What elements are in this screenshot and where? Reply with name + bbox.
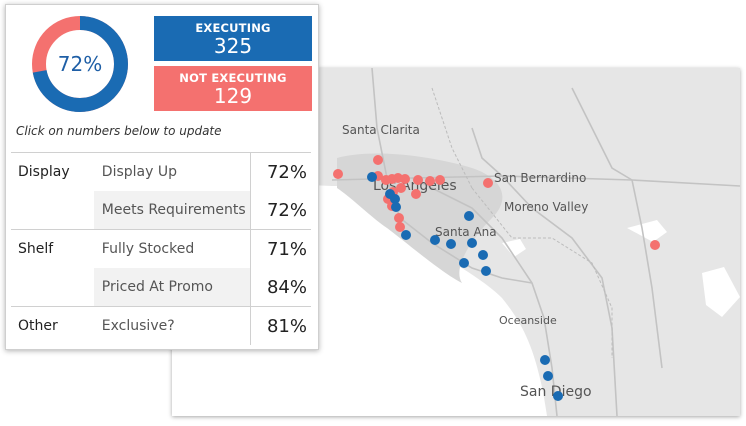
store-marker-not-executing[interactable] [333, 169, 343, 179]
metrics-table: Display Display Up 72% Meets Requirement… [11, 152, 311, 345]
store-marker-executing[interactable] [540, 355, 550, 365]
store-marker-not-executing[interactable] [483, 178, 493, 188]
store-marker-executing[interactable] [481, 266, 491, 276]
city-label: Santa Ana [435, 225, 497, 239]
metric-name: Fully Stocked [93, 229, 251, 268]
store-marker-not-executing[interactable] [435, 175, 445, 185]
metric-group: Shelf [11, 229, 94, 268]
store-marker-executing[interactable] [391, 202, 401, 212]
store-marker-not-executing[interactable] [425, 176, 435, 186]
table-row: Other Exclusive? 81% [11, 306, 311, 345]
store-marker-executing[interactable] [459, 258, 469, 268]
store-marker-not-executing[interactable] [395, 222, 405, 232]
city-label: Oceanside [499, 314, 557, 327]
lake-shape [502, 239, 526, 257]
metric-group [11, 268, 94, 307]
not-executing-count: 129 [213, 84, 253, 108]
store-marker-executing[interactable] [543, 371, 553, 381]
metric-value[interactable]: 72% [250, 152, 311, 191]
metric-value[interactable]: 71% [250, 229, 311, 268]
executing-count: 325 [213, 34, 253, 58]
metric-value[interactable]: 81% [250, 306, 311, 345]
store-marker-executing[interactable] [367, 172, 377, 182]
execution-donut-chart[interactable] [30, 14, 130, 114]
city-label: Santa Clarita [342, 123, 420, 137]
metric-name: Exclusive? [93, 306, 251, 345]
executing-count-box[interactable]: EXECUTING 325 [154, 16, 312, 61]
store-marker-executing[interactable] [464, 211, 474, 221]
metric-value[interactable]: 84% [250, 268, 311, 307]
store-map[interactable]: Santa Clarita Los Angeles San Bernardino… [172, 68, 740, 416]
metric-group: Other [11, 306, 94, 345]
metric-group [11, 191, 94, 230]
executing-stores [367, 172, 563, 401]
executing-label: EXECUTING [195, 21, 271, 35]
county-borders [431, 87, 613, 358]
metric-name: Priced At Promo [93, 268, 251, 307]
store-marker-executing[interactable] [430, 235, 440, 245]
store-marker-executing[interactable] [390, 194, 400, 204]
store-marker-not-executing[interactable] [413, 175, 423, 185]
not-executing-stores [333, 155, 660, 250]
metric-name: Meets Requirements [93, 191, 251, 230]
not-executing-count-box[interactable]: NOT EXECUTING 129 [154, 66, 312, 111]
store-marker-not-executing[interactable] [373, 155, 383, 165]
urban-area [337, 153, 503, 283]
not-executing-label: NOT EXECUTING [179, 71, 287, 85]
donut-executing-arc [32, 16, 128, 112]
metric-value[interactable]: 72% [250, 191, 311, 230]
table-row: Shelf Fully Stocked 71% [11, 229, 311, 268]
city-label: Moreno Valley [504, 200, 588, 214]
table-row: Priced At Promo 84% [11, 268, 311, 307]
store-marker-executing[interactable] [478, 250, 488, 260]
store-marker-executing[interactable] [446, 239, 456, 249]
donut-percent-label: 72% [57, 52, 103, 76]
store-marker-executing[interactable] [401, 230, 411, 240]
store-marker-executing[interactable] [467, 238, 477, 248]
table-row: Meets Requirements 72% [11, 191, 311, 230]
metric-name: Display Up [93, 152, 251, 191]
store-marker-not-executing[interactable] [400, 174, 410, 184]
lake-shape [702, 267, 740, 317]
store-marker-not-executing[interactable] [650, 240, 660, 250]
store-marker-not-executing[interactable] [396, 183, 406, 193]
store-marker-not-executing[interactable] [411, 189, 421, 199]
table-row: Display Display Up 72% [11, 152, 311, 191]
store-marker-not-executing[interactable] [394, 213, 404, 223]
update-hint: Click on numbers below to update [16, 124, 222, 138]
metric-group: Display [11, 152, 94, 191]
lake-shape [627, 220, 667, 242]
city-label: San Bernardino [494, 171, 586, 185]
kpi-summary-card: 72% EXECUTING 325 NOT EXECUTING 129 Clic… [5, 4, 319, 350]
store-marker-executing[interactable] [553, 391, 563, 401]
